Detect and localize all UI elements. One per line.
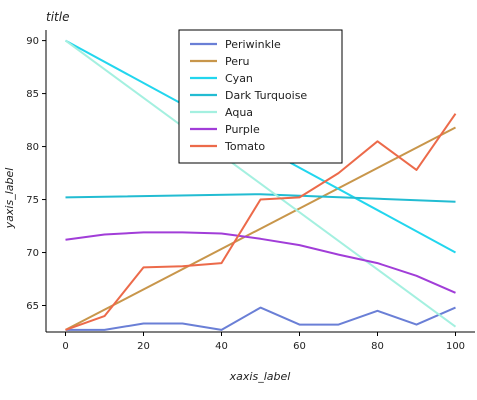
series-line-peru xyxy=(65,126,456,331)
y-tick-label: 85 xyxy=(26,89,39,100)
y-tick-label: 70 xyxy=(26,248,39,259)
legend: Periwinkle Peru Cyan Dark Turquoise Aqua Purp… xyxy=(178,29,343,164)
series-line-dark-turquoise xyxy=(65,193,456,203)
axes: 0 20 40 60 80 100 65 70 75 80 85 90 xyxy=(26,30,475,352)
legend-label: Periwinkle xyxy=(225,38,281,51)
x-tick-label: 100 xyxy=(446,341,465,352)
legend-label: Cyan xyxy=(225,72,253,85)
y-tick-label: 65 xyxy=(26,301,39,312)
series-layer xyxy=(64,39,457,331)
x-tick-label: 40 xyxy=(215,341,228,352)
series-line-tomato xyxy=(65,113,457,331)
legend-label: Aqua xyxy=(225,106,253,119)
legend-label: Peru xyxy=(225,55,250,68)
x-tick-label: 60 xyxy=(293,341,306,352)
series-line-aqua xyxy=(64,39,457,328)
x-tick-label: 80 xyxy=(371,341,384,352)
y-tick-label: 90 xyxy=(26,36,39,47)
legend-box xyxy=(178,29,343,164)
y-tick-label: 80 xyxy=(26,142,39,153)
legend-label: Tomato xyxy=(224,140,265,153)
x-axis-title: xaxis_label xyxy=(229,370,291,383)
legend-label: Purple xyxy=(225,123,260,136)
x-tick-label: 0 xyxy=(62,341,68,352)
y-tick-label: 75 xyxy=(26,195,39,206)
y-axis-title: yaxis_label xyxy=(3,168,16,230)
series-line-periwinkle xyxy=(65,306,456,331)
chart-title: title xyxy=(46,10,69,24)
series-line-purple xyxy=(65,231,456,294)
legend-label: Dark Turquoise xyxy=(225,89,307,102)
x-tick-label: 20 xyxy=(137,341,150,352)
